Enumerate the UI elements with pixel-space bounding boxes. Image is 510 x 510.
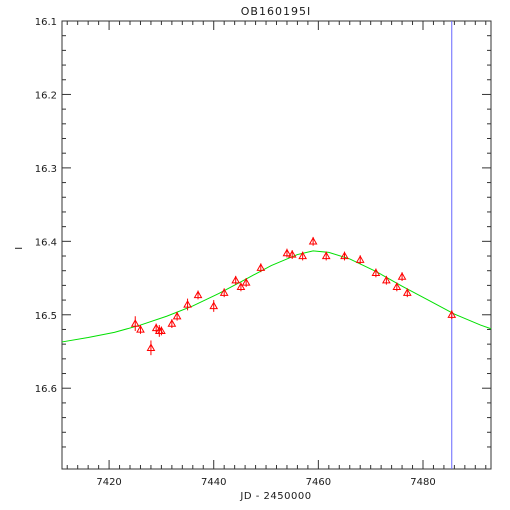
triangle-marker [167, 319, 177, 327]
y-axis-label: I [14, 246, 25, 249]
triangle-marker [298, 251, 308, 260]
y-tick-label: 16.1 [35, 17, 57, 28]
triangle-marker [236, 282, 246, 290]
triangle-marker [397, 272, 407, 280]
data-point [382, 275, 391, 285]
data-point [402, 288, 412, 298]
triangle-marker [151, 323, 161, 332]
data-point [219, 288, 229, 298]
data-point [183, 298, 192, 311]
data-point [392, 282, 402, 292]
chart-title: OB160195I [241, 5, 311, 18]
data-point [282, 248, 292, 258]
triangle-marker [402, 288, 412, 296]
x-tick-label: 7480 [410, 477, 435, 488]
data-point [397, 272, 407, 281]
data-point [447, 310, 457, 320]
data-point [236, 282, 246, 292]
triangle-marker [157, 326, 166, 335]
axis-ticks [62, 20, 491, 469]
data-point [151, 323, 161, 333]
data-point [146, 340, 156, 356]
triangle-marker [183, 299, 192, 308]
data-point [256, 263, 266, 273]
triangle-marker [382, 275, 391, 284]
triangle-marker [321, 251, 331, 260]
y-tick-label: 16.6 [35, 384, 57, 395]
y-tick-label: 16.4 [35, 237, 57, 248]
triangle-marker [447, 310, 457, 318]
data-point [167, 319, 177, 328]
data-point [321, 251, 331, 261]
tick-labels: 7420 7440 7460 7480 16.1 16.2 16.3 16.4 16.5 16.6 [35, 17, 436, 488]
data-point [287, 250, 297, 259]
triangle-marker [209, 301, 219, 310]
model-curve [61, 250, 492, 343]
x-tick-label: 7420 [96, 477, 121, 488]
y-tick-label: 16.5 [35, 311, 57, 322]
plot-frame [61, 20, 492, 470]
data-point [371, 268, 381, 278]
y-tick-label: 16.2 [35, 90, 57, 101]
triangle-marker [130, 319, 140, 327]
triangle-marker [231, 275, 241, 284]
y-tick-label: 16.3 [35, 164, 57, 175]
data-point [308, 236, 318, 246]
data-point [241, 277, 251, 287]
triangle-marker [256, 263, 266, 271]
triangle-marker [287, 250, 297, 258]
triangle-marker [340, 251, 349, 260]
data-point [209, 300, 219, 312]
x-axis-label: JD - 2450000 [239, 491, 311, 502]
triangle-marker [219, 288, 229, 296]
data-point [157, 326, 166, 336]
data-point [136, 324, 145, 334]
triangle-marker [392, 282, 402, 290]
data-point [130, 316, 140, 331]
data-point [193, 290, 203, 300]
triangle-marker [172, 311, 182, 320]
x-tick-label: 7440 [201, 477, 226, 488]
data-point [231, 275, 241, 285]
triangle-marker [136, 324, 145, 333]
triangle-marker [193, 290, 203, 299]
triangle-marker [308, 236, 318, 245]
triangle-marker [282, 248, 292, 257]
data-point [172, 311, 182, 321]
data-points [130, 236, 457, 356]
triangle-marker [241, 277, 251, 286]
data-point [340, 251, 349, 261]
triangle-marker [371, 268, 381, 277]
x-tick-label: 7460 [306, 477, 331, 488]
data-point [298, 251, 308, 261]
triangle-marker [355, 255, 365, 263]
triangle-marker [146, 343, 156, 351]
data-point [355, 255, 365, 265]
